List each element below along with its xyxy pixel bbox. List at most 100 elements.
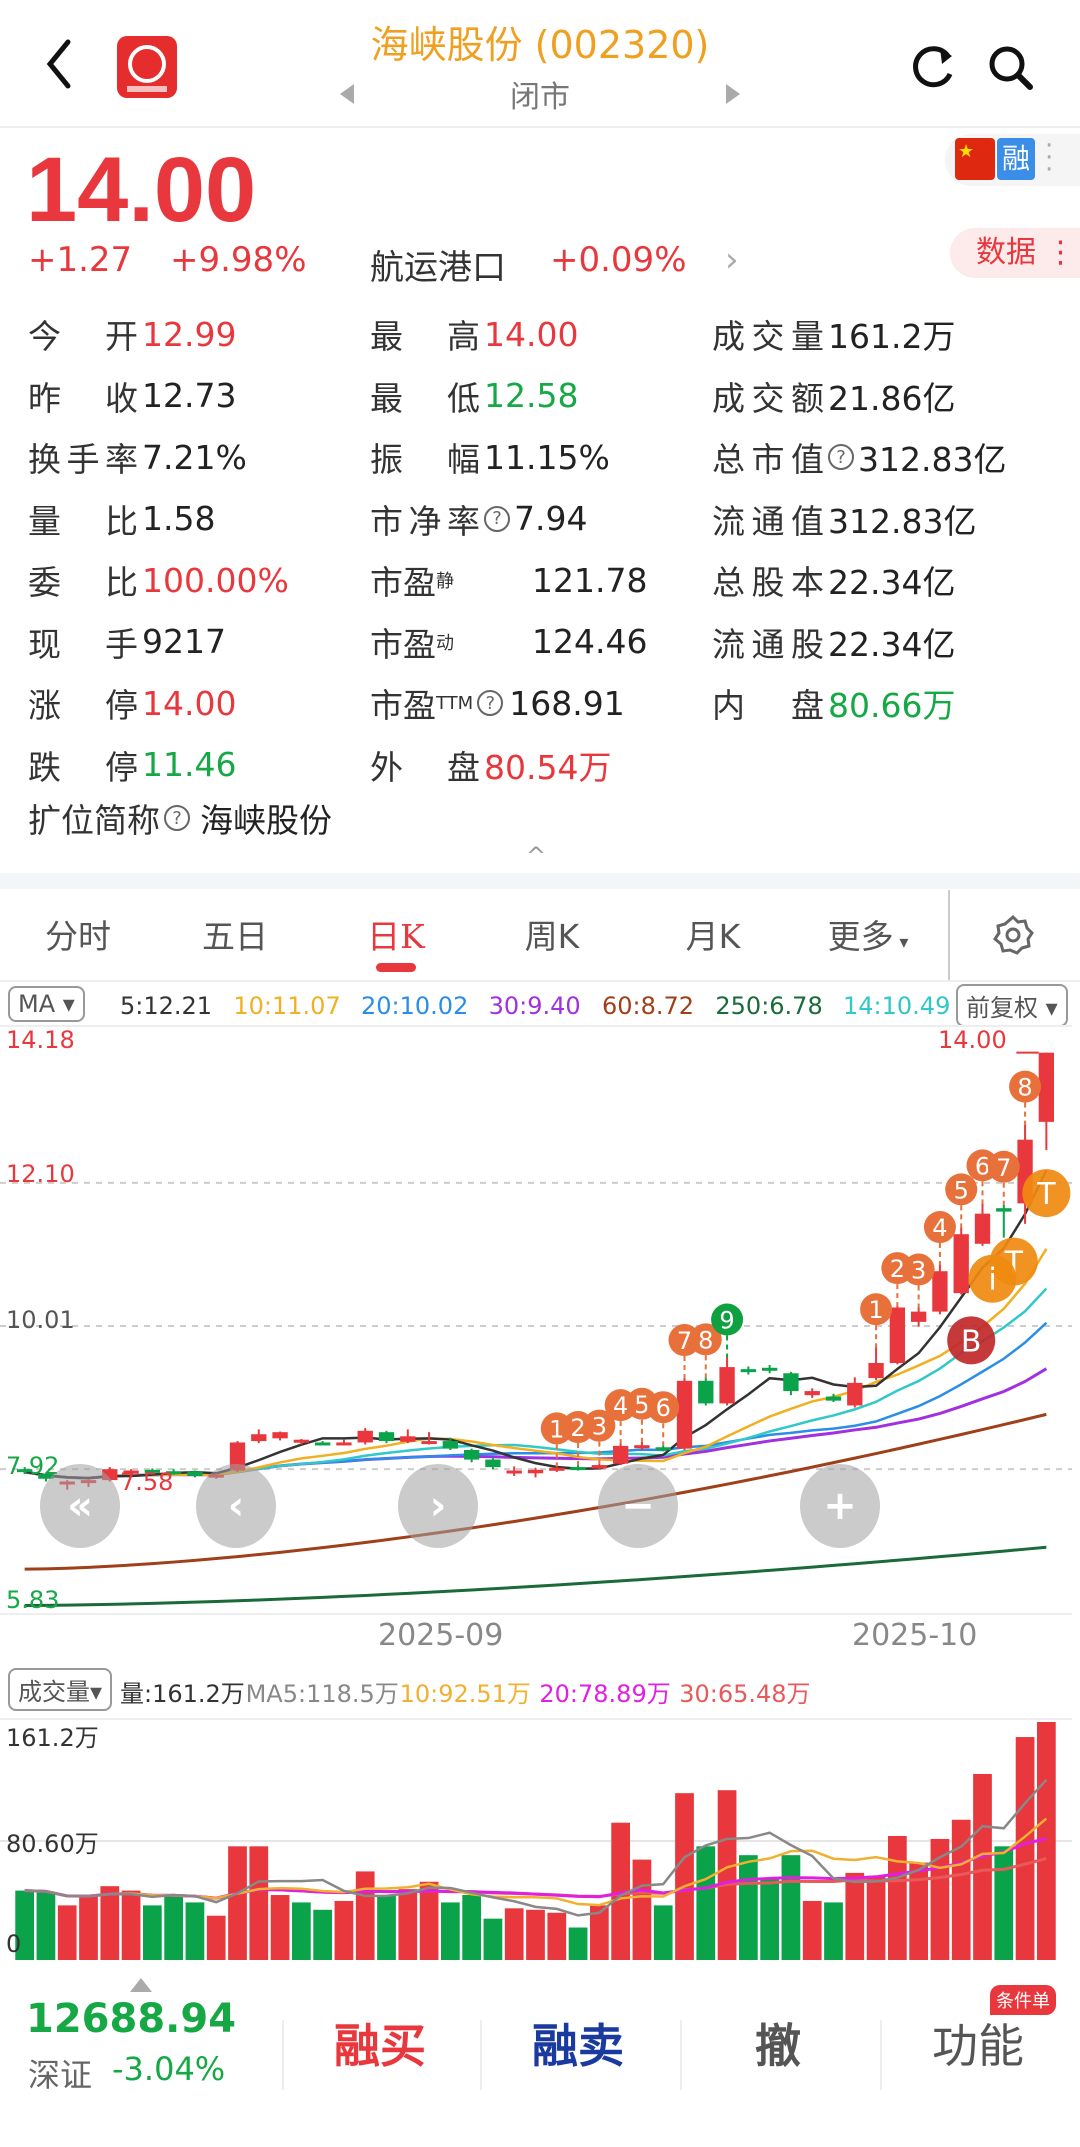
candle xyxy=(953,1234,969,1294)
volume-bar xyxy=(887,1835,907,1960)
stat-label: 最低 xyxy=(370,378,480,418)
stat-value: 22.34亿 xyxy=(828,563,956,602)
search-button[interactable] xyxy=(985,42,1035,96)
volume-bar xyxy=(845,1872,865,1960)
double-chevron-left-button[interactable]: « xyxy=(40,1464,120,1548)
signal-marker xyxy=(902,1253,935,1286)
badges[interactable]: ★ 融 · · · xyxy=(945,133,1080,186)
signal-label: 8 xyxy=(1017,1074,1032,1102)
divider xyxy=(880,2020,882,2090)
volume-bar xyxy=(313,1909,333,1960)
volume-bar xyxy=(483,1918,503,1960)
stat-label: 市盈 xyxy=(370,686,436,725)
candle xyxy=(527,1469,544,1474)
refresh-button[interactable] xyxy=(910,42,958,96)
volume-bar xyxy=(164,1896,184,1960)
tab-4[interactable]: 月K xyxy=(685,917,741,956)
candle xyxy=(38,1473,54,1479)
volume-selector[interactable]: 成交量▾ xyxy=(8,1668,113,1711)
trade-marker-label: B xyxy=(961,1324,982,1359)
volume-bar xyxy=(228,1846,247,1960)
y-tick-label: 14.18 xyxy=(6,1026,75,1054)
tab-2[interactable]: 日K xyxy=(367,917,425,956)
candle xyxy=(506,1470,522,1474)
legend-item: 10:92.51万 xyxy=(399,1680,531,1708)
margin-sell-button[interactable]: 融卖 xyxy=(532,2019,624,2073)
vol-tick-label: 0 xyxy=(6,1930,22,1958)
trade-marker xyxy=(1022,1169,1071,1218)
short-name-row: 扩位简称? 海峡股份 xyxy=(28,794,332,842)
stat-item: 市净率? 7.94 xyxy=(370,495,587,543)
stat-label: 市盈 xyxy=(370,624,436,664)
signal-marker xyxy=(647,1391,680,1424)
volume-bar xyxy=(440,1902,460,1960)
stat-label: 总市值 xyxy=(712,440,824,479)
stat-item: 市盈动 124.46 xyxy=(370,618,647,666)
stat-value: 80.66万 xyxy=(828,686,956,725)
functions-button[interactable]: 功能 xyxy=(932,2019,1024,2073)
cancel-order-button[interactable]: 撤 xyxy=(755,2019,801,2073)
stat-item: 换手率 7.21% xyxy=(28,433,247,481)
candle xyxy=(655,1447,671,1451)
help-icon[interactable]: ? xyxy=(477,690,504,716)
ma-selector[interactable]: MA ▾ xyxy=(8,986,85,1022)
sector-name[interactable]: 航运港口 xyxy=(370,248,506,288)
candle xyxy=(442,1441,459,1449)
china-flag-icon: ★ xyxy=(955,138,995,180)
volume-bar xyxy=(334,1900,354,1960)
volume-bar xyxy=(802,1900,822,1960)
stat-item: 最低 12.58 xyxy=(370,372,578,420)
vol-ma5-line xyxy=(24,1778,1048,1917)
signal-label: 5 xyxy=(634,1391,649,1419)
stat-label-sup: 静 xyxy=(436,571,454,592)
x-tick-label: 2025-09 xyxy=(378,1618,504,1653)
stat-item: 总市值? 312.83亿 xyxy=(712,433,1006,481)
change-percent: +9.98% xyxy=(170,240,307,280)
chevron-left-button[interactable]: ‹ xyxy=(196,1464,276,1548)
signal-label: 6 xyxy=(975,1152,990,1180)
back-button[interactable] xyxy=(40,36,80,92)
volume-chart[interactable] xyxy=(0,1718,1072,1962)
help-icon[interactable]: ? xyxy=(164,805,190,831)
zoom-out-button[interactable]: − xyxy=(598,1464,678,1548)
volume-bar xyxy=(100,1886,120,1960)
tab-5[interactable]: 更多 ▾ xyxy=(828,910,909,958)
stat-value: 12.73 xyxy=(142,376,237,415)
legend-item: 量:161.2万 xyxy=(120,1680,245,1708)
index-expand-arrow[interactable] xyxy=(130,1978,152,1992)
tab-0[interactable]: 分时 xyxy=(45,917,111,956)
signal-label: 8 xyxy=(698,1326,713,1354)
stat-value: 14.00 xyxy=(484,314,579,354)
signal-marker xyxy=(711,1303,744,1336)
data-button[interactable]: 数据 ⋮ xyxy=(950,228,1080,278)
help-icon[interactable]: ? xyxy=(484,505,510,532)
candle xyxy=(463,1449,480,1460)
margin-buy-button[interactable]: 融买 xyxy=(334,2019,426,2073)
zoom-in-button[interactable]: + xyxy=(800,1464,880,1548)
adjust-selector[interactable]: 前复权 ▾ xyxy=(956,984,1068,1027)
next-stock-arrow[interactable] xyxy=(726,84,740,104)
ma60-line xyxy=(24,1412,1047,1571)
stat-label: 成交量 xyxy=(712,317,824,356)
index-value[interactable]: 12688.94 xyxy=(26,1996,237,2042)
y-tick-label: 5.83 xyxy=(6,1586,60,1614)
stat-label: 换手率 xyxy=(28,440,138,479)
trade-marker-label: T xyxy=(1036,1177,1056,1212)
prev-stock-arrow[interactable] xyxy=(340,84,354,104)
stat-label: 流通值 xyxy=(712,501,824,541)
volume-bar xyxy=(121,1890,141,1960)
volume-bar xyxy=(249,1846,269,1960)
chevron-right-button[interactable]: › xyxy=(398,1464,478,1548)
tab-3[interactable]: 周K xyxy=(524,917,580,956)
help-icon[interactable]: ? xyxy=(828,444,854,470)
chart-settings-button[interactable] xyxy=(992,914,1034,960)
legend-item: 10:11.07 xyxy=(233,992,341,1020)
stat-label: 涨停 xyxy=(28,686,138,725)
tab-1[interactable]: 五日 xyxy=(202,917,268,956)
collapse-chevron-icon[interactable]: ^ xyxy=(526,842,547,870)
volume-bar xyxy=(15,1890,35,1960)
sector-chevron-icon[interactable]: › xyxy=(725,240,739,280)
signal-marker xyxy=(689,1323,722,1356)
volume-bar xyxy=(717,1790,737,1960)
